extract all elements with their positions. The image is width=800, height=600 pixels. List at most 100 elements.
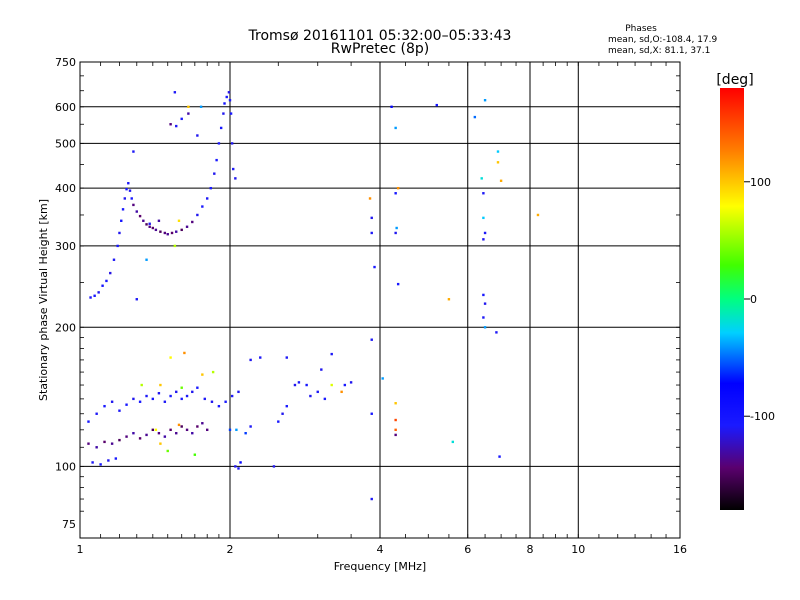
phases-heading: Phases	[625, 24, 657, 34]
data-point	[249, 425, 252, 428]
data-point	[114, 457, 118, 460]
data-point	[370, 412, 373, 415]
data-point	[496, 161, 500, 164]
colorbar-ticks: 100 0 -100	[744, 176, 775, 423]
data-point	[394, 433, 397, 437]
data-point	[169, 428, 172, 432]
x-axis-label: Frequency [MHz]	[334, 560, 426, 573]
data-point	[482, 216, 485, 220]
data-point	[135, 210, 138, 213]
data-point	[196, 425, 199, 428]
phases-line-x: mean, sd,X: 81.1, 37.1	[608, 46, 710, 56]
y-tick-label: 300	[55, 240, 76, 253]
data-point	[234, 177, 237, 180]
data-point	[130, 197, 133, 200]
data-point	[499, 179, 503, 182]
data-point	[201, 422, 204, 425]
x-tick-labels: 1 2 4 6 8 10 16	[77, 543, 688, 556]
data-point	[166, 233, 169, 236]
chart-title-line1: Tromsø 20161101 05:32:00–05:33:43	[248, 28, 512, 44]
y-tick-label: 75	[62, 518, 76, 531]
data-point	[87, 420, 90, 423]
data-point	[235, 428, 238, 432]
data-point	[330, 383, 333, 387]
data-point	[118, 231, 121, 235]
colorbar-tick-label: 0	[750, 293, 757, 306]
data-point	[157, 219, 161, 222]
data-point	[281, 412, 284, 415]
data-point	[498, 455, 501, 458]
grid-lines	[80, 62, 680, 538]
data-point	[201, 205, 204, 208]
data-point	[323, 397, 327, 401]
phases-line-o: mean, sd,O:-108.4, 17.9	[608, 35, 718, 45]
data-point	[180, 425, 183, 428]
data-point	[272, 465, 276, 468]
data-point	[132, 397, 135, 401]
data-point	[187, 105, 190, 108]
data-point	[125, 187, 128, 191]
data-point	[205, 197, 209, 200]
data-point	[157, 392, 161, 395]
data-point	[175, 230, 178, 233]
data-point	[368, 197, 372, 200]
data-point	[277, 420, 280, 423]
colorbar-unit: [deg]	[716, 72, 753, 88]
x-tick-label: 6	[464, 543, 471, 556]
data-point	[483, 302, 487, 305]
data-point	[110, 442, 114, 445]
data-point	[483, 326, 487, 329]
data-point	[135, 298, 138, 301]
data-point	[132, 150, 135, 153]
data-point	[285, 404, 288, 408]
data-point	[145, 433, 148, 437]
x-tick-label: 4	[377, 543, 384, 556]
data-point	[132, 431, 135, 435]
data-point	[191, 220, 194, 224]
data-point	[125, 403, 128, 406]
x-tick-label: 2	[227, 543, 234, 556]
data-point	[373, 265, 376, 269]
data-point	[185, 394, 189, 398]
data-point	[132, 203, 135, 207]
data-point	[107, 459, 110, 462]
data-point	[473, 115, 477, 119]
data-point	[395, 226, 398, 230]
data-point	[196, 386, 199, 389]
data-point	[217, 142, 221, 145]
data-point	[201, 373, 204, 376]
data-point	[151, 428, 155, 432]
data-point	[230, 142, 234, 145]
data-point	[157, 431, 161, 435]
data-point	[118, 409, 121, 412]
data-point	[196, 213, 199, 217]
data-point	[320, 368, 323, 371]
data-point	[148, 222, 151, 225]
data-point	[394, 418, 397, 422]
data-point	[396, 282, 400, 286]
data-point	[87, 442, 90, 445]
data-point	[169, 356, 172, 359]
data-point	[109, 271, 112, 275]
data-point	[105, 279, 108, 283]
colorbar-tick-label: -100	[750, 410, 775, 423]
data-point	[228, 428, 232, 432]
data-point	[381, 377, 384, 380]
y-tick-label: 200	[55, 321, 76, 334]
data-point	[536, 213, 540, 217]
data-point	[193, 453, 197, 456]
data-point	[370, 231, 373, 235]
data-point	[435, 103, 438, 107]
colorbar-tick-label: 100	[750, 176, 771, 189]
data-point	[447, 298, 451, 301]
data-point	[285, 356, 288, 359]
y-tick-label: 100	[55, 460, 76, 473]
data-point	[390, 105, 393, 108]
data-point	[183, 351, 186, 355]
data-point	[234, 465, 237, 468]
data-point	[180, 397, 183, 401]
data-point	[259, 356, 262, 359]
data-point	[97, 291, 100, 294]
data-point	[145, 223, 148, 226]
data-point	[95, 446, 98, 449]
